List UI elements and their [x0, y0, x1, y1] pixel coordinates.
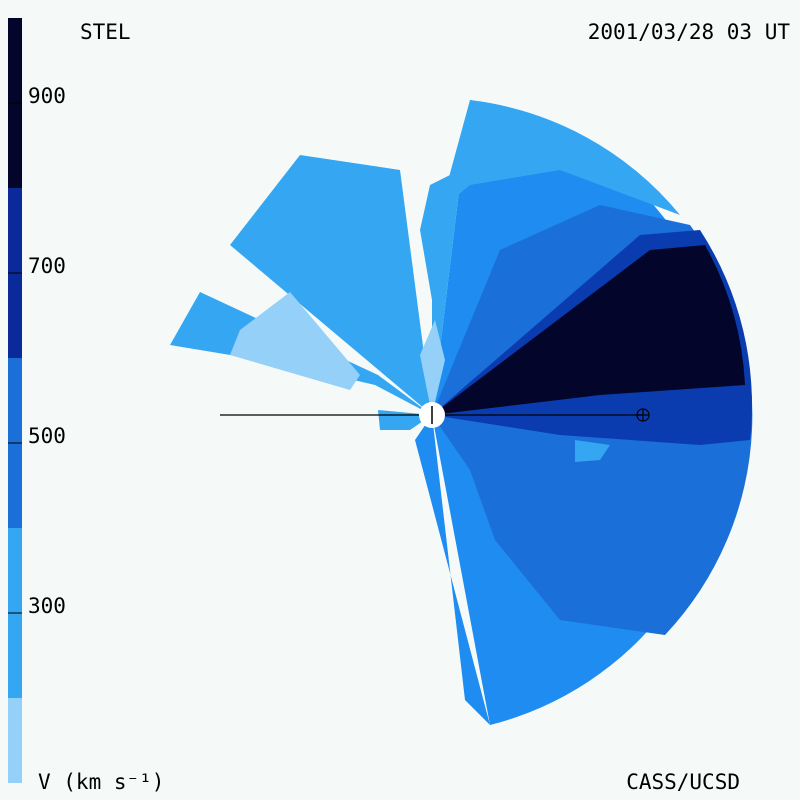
- small-patch: [575, 440, 610, 462]
- lower-edge: [415, 415, 490, 725]
- upper-light: [440, 100, 680, 215]
- center-light: [420, 320, 445, 415]
- colorbar-tick-label: 700: [28, 254, 66, 278]
- date: 2001/03/28 03 UT: [588, 20, 791, 44]
- colorbar-band: [8, 698, 22, 783]
- upper-region: [420, 100, 530, 415]
- fast-core: [432, 245, 745, 415]
- upper-left-wedge: [230, 155, 432, 415]
- title: STEL: [80, 20, 131, 44]
- colorbar: [8, 18, 22, 783]
- colorbar-tick-label: 500: [28, 424, 66, 448]
- velocity-field: [170, 100, 753, 725]
- colorbar-tick-label: 900: [28, 84, 66, 108]
- colorbar-label: V (km s⁻¹): [38, 770, 164, 794]
- credit: CASS/UCSD: [626, 770, 740, 794]
- left-light: [230, 292, 360, 390]
- colorbar-tick-label: 300: [28, 594, 66, 618]
